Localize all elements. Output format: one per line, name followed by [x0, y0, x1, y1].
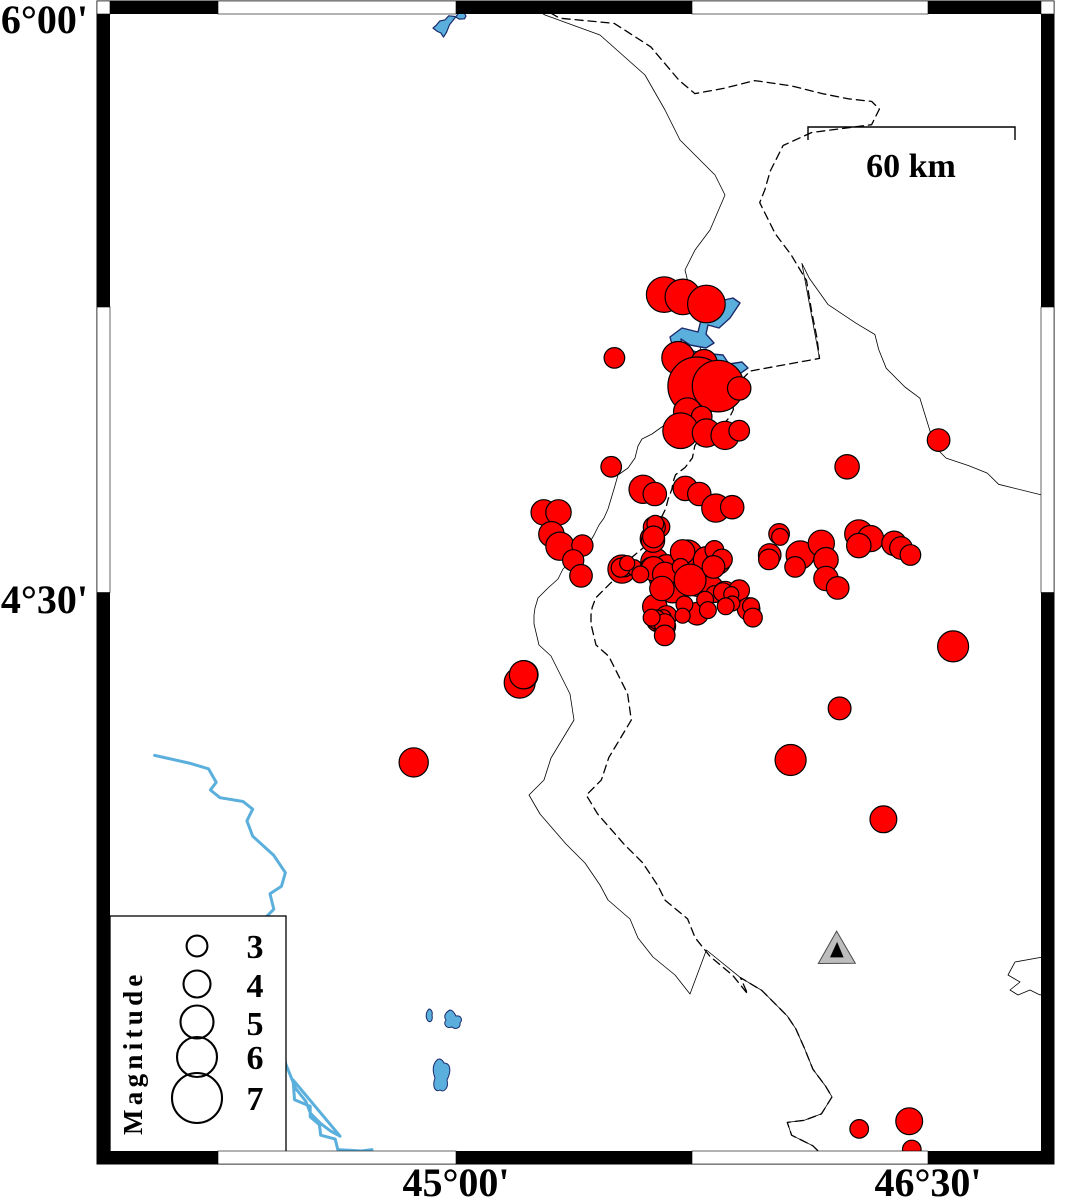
svg-text:4: 4	[247, 968, 264, 1005]
svg-text:45°00': 45°00'	[402, 1160, 509, 1202]
svg-text:36°00': 36°00'	[0, 0, 88, 42]
svg-text:34°30': 34°30'	[0, 577, 88, 622]
svg-text:Magnitude: Magnitude	[118, 970, 148, 1135]
svg-text:7: 7	[247, 1081, 264, 1118]
svg-text:60 km: 60 km	[866, 148, 956, 185]
svg-text:46°30': 46°30'	[874, 1160, 981, 1202]
svg-text:5: 5	[247, 1006, 264, 1043]
svg-text:6: 6	[247, 1040, 264, 1077]
svg-text:3: 3	[247, 929, 264, 966]
